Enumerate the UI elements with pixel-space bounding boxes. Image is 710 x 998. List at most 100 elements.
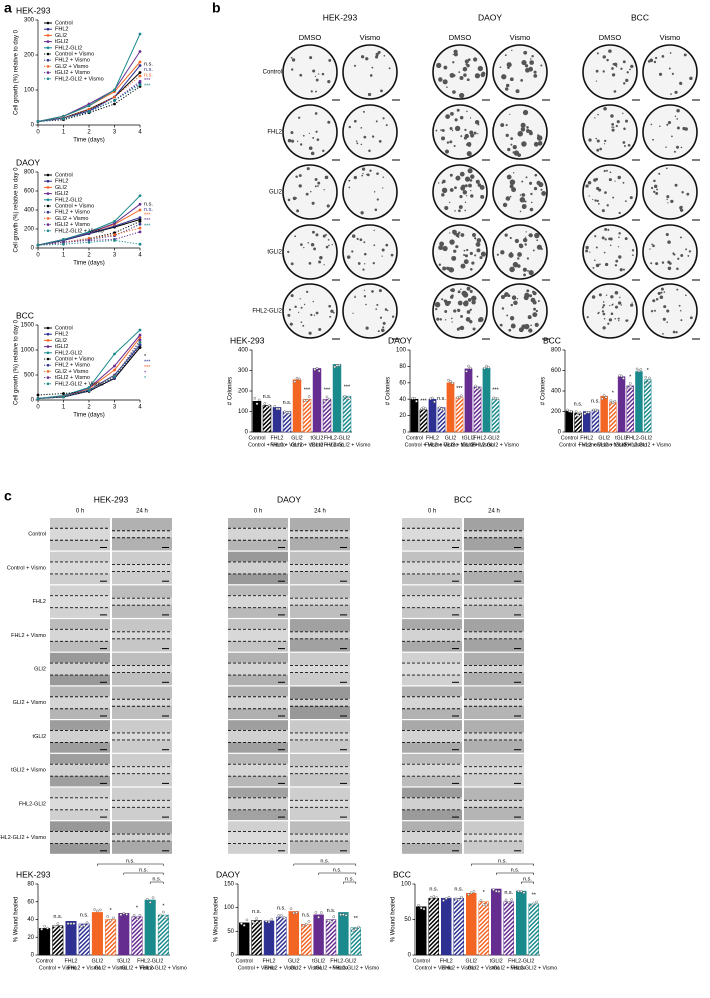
colony	[528, 294, 533, 298]
colony	[650, 123, 653, 126]
data-point	[87, 240, 91, 244]
bar	[441, 897, 452, 956]
replicate-dot	[307, 920, 311, 923]
colony	[445, 114, 451, 119]
colony	[310, 242, 315, 247]
data-point	[113, 239, 116, 242]
colony	[365, 303, 367, 306]
significance-label: n.s.	[591, 398, 600, 404]
data-point	[87, 386, 91, 389]
x-tick-label: tGLI2 + Vismo	[310, 442, 344, 448]
series-line	[37, 342, 141, 399]
bar	[617, 376, 626, 433]
x-tick-label: tGLI2	[462, 435, 475, 441]
legend-label: FHL2-GLI2	[55, 197, 82, 203]
wound-gap	[50, 527, 110, 541]
replicate-dot	[46, 926, 49, 930]
replicate-dot	[517, 889, 520, 893]
legend-label: GLI2	[55, 338, 67, 344]
colony	[469, 320, 473, 324]
y-axis-label: Cell growth (%) relative to day 0	[14, 319, 20, 405]
x-tick-label: Control	[248, 435, 265, 441]
colony	[469, 267, 473, 271]
colony	[449, 173, 453, 177]
colony	[604, 262, 609, 267]
colony	[667, 120, 672, 125]
colony	[471, 295, 477, 301]
colony	[369, 169, 372, 172]
colony	[606, 204, 609, 207]
colony	[653, 179, 656, 183]
replicate-dot	[519, 890, 523, 893]
y-tick-label: 60	[399, 380, 406, 386]
colony	[380, 328, 385, 333]
wound-gap	[290, 631, 350, 639]
colony	[511, 49, 513, 52]
colony	[529, 207, 534, 212]
colony	[596, 52, 599, 55]
colony	[617, 246, 620, 248]
colony	[671, 135, 673, 138]
legend-marker	[46, 345, 50, 348]
colony	[627, 143, 631, 147]
colony	[540, 64, 543, 67]
data-point	[138, 328, 142, 332]
colony	[454, 118, 458, 122]
data-point	[87, 110, 91, 114]
colony	[594, 259, 596, 261]
colony	[650, 310, 654, 313]
x-axis-label: Time (days)	[73, 413, 104, 419]
replicate-dot	[596, 409, 599, 413]
significance-label: *	[629, 374, 632, 380]
bar	[455, 397, 464, 433]
colony	[509, 113, 511, 115]
colony	[603, 143, 606, 145]
timepoint-header: 24 h	[488, 509, 500, 515]
replicate-dot	[270, 918, 274, 921]
colony	[372, 262, 375, 265]
colony	[328, 304, 331, 308]
colony	[353, 64, 357, 67]
colony	[623, 127, 626, 131]
colony	[356, 142, 359, 145]
colony	[673, 150, 676, 153]
bar	[144, 899, 156, 956]
wound-gap	[112, 766, 172, 774]
legend-label: Control + Vismo	[55, 203, 94, 209]
bar	[464, 368, 473, 433]
x-tick-label: 4	[138, 253, 142, 259]
significance-label: *	[144, 370, 147, 376]
y-tick-label: 300	[238, 368, 249, 374]
bar	[52, 925, 64, 956]
legend-marker	[46, 52, 50, 56]
colony	[469, 308, 472, 311]
significance-label: ***	[456, 386, 463, 392]
wound-gap	[290, 799, 350, 808]
colony	[467, 58, 471, 62]
colony	[307, 241, 309, 244]
wound-gap	[50, 729, 110, 743]
data-point	[138, 60, 142, 64]
colony	[679, 208, 684, 212]
colony	[453, 144, 456, 148]
colony	[363, 252, 367, 256]
colony	[451, 321, 453, 323]
significance-label: **	[532, 892, 537, 898]
replicate-dot	[469, 891, 473, 895]
x-tick-label: FHL2 + Vismo	[270, 442, 304, 448]
colony	[617, 175, 621, 180]
colony	[686, 192, 690, 196]
colony	[360, 143, 363, 146]
colony	[672, 330, 676, 334]
replicate-dot	[646, 381, 649, 385]
y-axis-label: % Wound healed	[214, 897, 220, 943]
replicate-dot	[347, 397, 351, 400]
colony	[454, 125, 461, 132]
colony	[312, 300, 314, 303]
y-tick-label: 0	[245, 430, 249, 436]
comparison-bracket	[123, 872, 164, 875]
replicate-dot	[265, 405, 269, 409]
x-tick-label: FHL2 + Vismo	[67, 965, 101, 971]
replicate-dot	[343, 395, 347, 398]
replicate-dot	[457, 898, 461, 901]
